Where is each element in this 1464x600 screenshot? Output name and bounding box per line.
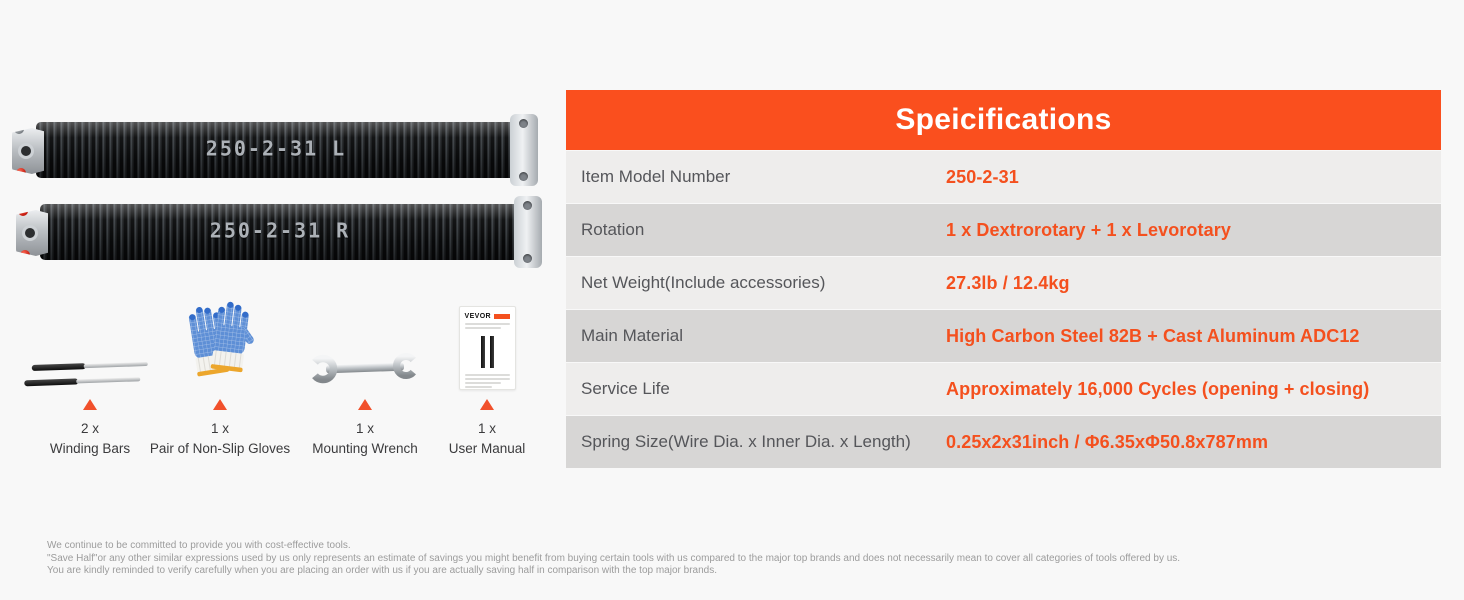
- accessory-name: User Manual: [448, 440, 526, 456]
- accessory-wrench: 1 x Mounting Wrench: [280, 298, 450, 458]
- user-manual-icon: VEVOR: [458, 298, 516, 390]
- pointer-triangle-icon: [213, 399, 227, 410]
- accessory-qty: 2 x: [80, 421, 99, 436]
- set-screw-red: [16, 168, 26, 174]
- set-screw-red: [18, 210, 28, 216]
- manual-spring-illustration: [465, 336, 510, 368]
- accessory-qty: 1 x: [355, 421, 374, 436]
- spec-row-rotation: Rotation 1 x Dextrorotary + 1 x Levorota…: [566, 204, 1441, 256]
- torsion-spring-left: 250-2-31 L: [12, 112, 538, 188]
- pointer-triangle-icon: [480, 399, 494, 410]
- winding-cone-icon: [12, 128, 44, 174]
- spec-label: Service Life: [581, 379, 670, 398]
- spec-value: 0.25x2x31inch / Φ6.35xΦ50.8x787mm: [946, 431, 1269, 452]
- stationary-cone-flange: [514, 196, 542, 268]
- spec-row-net-weight: Net Weight(Include accessories) 27.3lb /…: [566, 257, 1441, 309]
- accessory-winding-bars: 2 x Winding Bars: [5, 298, 175, 458]
- cone-bore: [22, 225, 38, 241]
- spec-label: Rotation: [581, 220, 645, 239]
- spec-value: 27.3lb / 12.4kg: [946, 272, 1070, 293]
- spec-row-main-material: Main Material High Carbon Steel 82B + Ca…: [566, 310, 1441, 362]
- spring-etched-label: 250-2-31 R: [209, 218, 351, 243]
- disclaimer-line: You are kindly reminded to verify carefu…: [47, 565, 717, 577]
- manual-brand-tag: [494, 314, 510, 319]
- manual-brand-logo: VEVOR: [464, 313, 492, 320]
- specifications-table: Speicifications Item Model Number 250-2-…: [566, 90, 1441, 468]
- pointer-triangle-icon: [358, 399, 372, 410]
- spec-label: Main Material: [581, 326, 684, 345]
- pointer-triangle-icon: [83, 399, 97, 410]
- stationary-cone-flange: [510, 114, 538, 186]
- spec-value: 1 x Dextrorotary + 1 x Levorotary: [946, 219, 1231, 240]
- spring-coil-body: 250-2-31 R: [40, 204, 520, 260]
- mounting-wrench-icon: [306, 298, 424, 390]
- spec-row-spring-size: Spring Size(Wire Dia. x Inner Dia. x Len…: [566, 416, 1441, 468]
- specifications-header: Speicifications: [566, 90, 1441, 150]
- winding-bars-icon: [24, 298, 148, 390]
- cone-bore: [18, 143, 34, 159]
- spec-label: Item Model Number: [581, 167, 731, 186]
- accessory-name: Pair of Non-Slip Gloves: [149, 440, 291, 456]
- set-screw: [14, 128, 24, 134]
- accessory-name: Winding Bars: [49, 440, 131, 456]
- spec-row-service-life: Service Life Approximately 16,000 Cycles…: [566, 363, 1441, 415]
- spec-label: Spring Size(Wire Dia. x Inner Dia. x Len…: [581, 432, 911, 451]
- spring-coil-body: 250-2-31 L: [36, 122, 516, 178]
- spec-label: Net Weight(Include accessories): [581, 273, 826, 292]
- accessory-qty: 1 x: [477, 421, 496, 436]
- torsion-spring-right: 250-2-31 R: [16, 194, 542, 270]
- spring-etched-label: 250-2-31 L: [205, 136, 347, 161]
- spec-value: High Carbon Steel 82B + Cast Aluminum AD…: [946, 325, 1360, 346]
- footer-disclaimer: We continue to be committed to provide y…: [47, 540, 1181, 578]
- disclaimer-line: "Save Half"or any other similar expressi…: [47, 552, 1181, 564]
- accessory-qty: 1 x: [210, 421, 229, 436]
- spec-row-item-model: Item Model Number 250-2-31: [566, 151, 1441, 203]
- specifications-title: Speicifications: [895, 103, 1112, 136]
- accessory-gloves: 1 x Pair of Non-Slip Gloves: [135, 298, 305, 458]
- accessory-manual: VEVOR 1 x User Manual: [402, 298, 572, 458]
- spec-value: 250-2-31: [946, 166, 1019, 187]
- set-screw-red: [20, 250, 30, 256]
- spec-value: Approximately 16,000 Cycles (opening + c…: [946, 378, 1370, 399]
- accessory-name: Mounting Wrench: [312, 440, 418, 456]
- winding-cone-icon: [16, 210, 48, 256]
- gloves-icon: [181, 298, 259, 390]
- disclaimer-line: We continue to be committed to provide y…: [47, 540, 351, 551]
